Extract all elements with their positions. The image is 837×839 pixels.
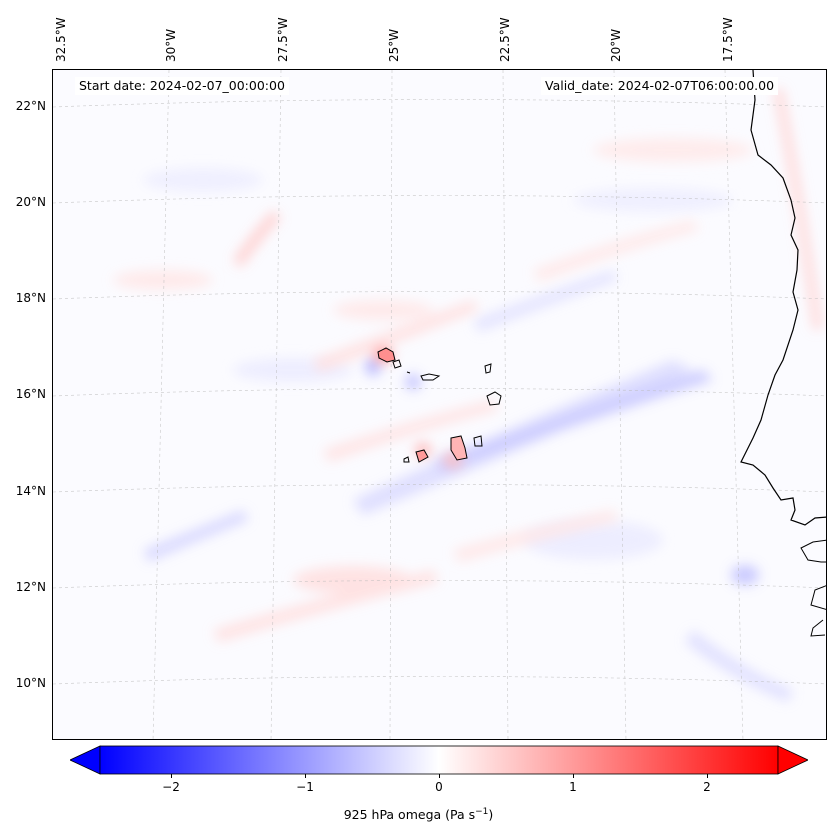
colorbar-label: 925 hPa omega (Pa s−1)	[0, 807, 837, 822]
lon-label-22-5w: 22.5°W	[498, 17, 512, 62]
lat-label-12n: 12°N	[15, 580, 46, 594]
colorbar-tick-label-1: 1	[569, 780, 577, 794]
colorbar-tick-label-m1: −1	[296, 780, 314, 794]
map-panel	[52, 69, 827, 740]
lat-label-22n: 22°N	[15, 99, 46, 113]
graticule	[53, 70, 826, 739]
valid-date-label: Valid_date: 2024-02-07T06:00:00.00	[541, 77, 779, 95]
colorbar-tick-mark-m2	[171, 774, 172, 778]
colorbar-high-extend	[777, 745, 809, 775]
lon-label-27-5w: 27.5°W	[276, 17, 290, 62]
lon-label-20w: 20°W	[609, 28, 623, 62]
colorbar-tick-label-2: 2	[703, 780, 711, 794]
lat-label-20n: 20°N	[15, 195, 46, 209]
colorbar-body	[99, 745, 779, 775]
lon-label-30w: 30°W	[164, 28, 178, 62]
lat-label-14n: 14°N	[15, 484, 46, 498]
lon-label-25w: 25°W	[387, 28, 401, 62]
lat-label-16n: 16°N	[15, 387, 46, 401]
colorbar-label-exponent: −1	[475, 807, 489, 817]
coastline-south	[800, 539, 826, 637]
colorbar-tick-mark-1	[573, 774, 574, 778]
lat-label-10n: 10°N	[15, 676, 46, 690]
colorbar	[69, 745, 809, 775]
colorbar-tick-label-m2: −2	[162, 780, 180, 794]
omega-field-map	[53, 70, 826, 739]
colorbar-label-close: )	[488, 807, 494, 823]
colorbar-tick-mark-m1	[305, 774, 306, 778]
colorbar-tick-label-0: 0	[435, 780, 443, 794]
colorbar-low-extend	[69, 745, 101, 775]
colorbar-tick-mark-0	[439, 774, 440, 778]
lat-label-18n: 18°N	[15, 291, 46, 305]
start-date-label: Start date: 2024-02-07_00:00:00	[75, 77, 289, 95]
colorbar-label-main: 925 hPa omega (Pa s	[343, 807, 476, 823]
colorbar-svg	[69, 745, 809, 775]
positive-omega-areas	[113, 88, 823, 642]
lon-label-17-5w: 17.5°W	[721, 17, 735, 62]
african-coastline	[740, 70, 826, 526]
lon-label-32-5w: 32.5°W	[54, 17, 68, 62]
colorbar-tick-mark-2	[707, 774, 708, 778]
cape-verde-islands	[377, 347, 502, 463]
